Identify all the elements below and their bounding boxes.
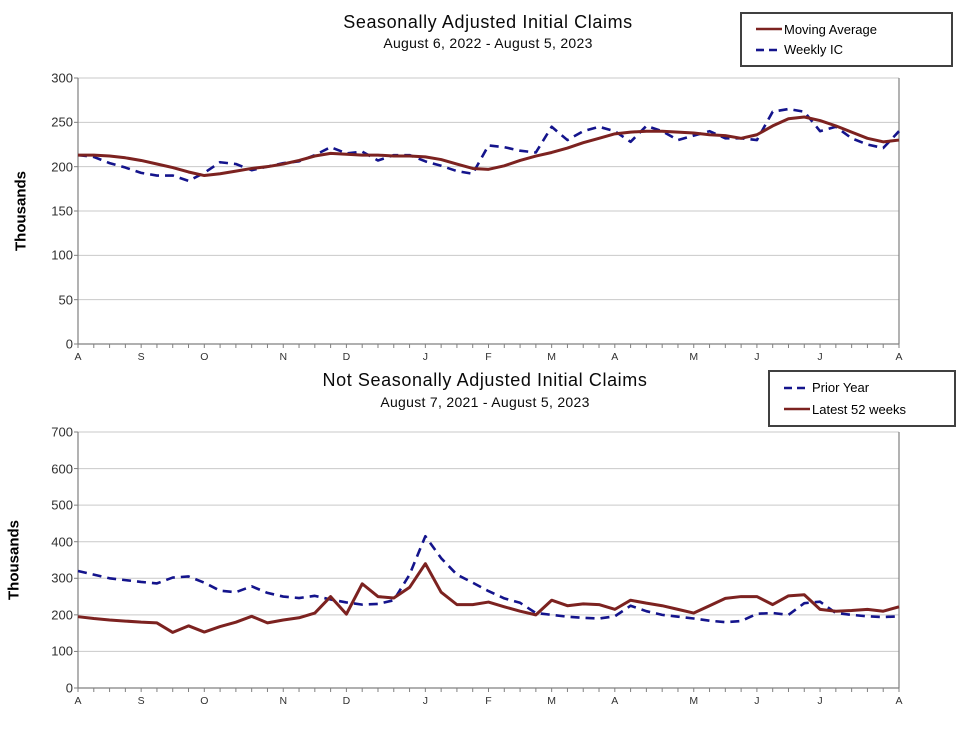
x-tick-label-month: A bbox=[74, 695, 82, 707]
y-tick-label: 200 bbox=[51, 607, 73, 623]
y-tick-label: 150 bbox=[51, 203, 73, 219]
legend-line-swatch bbox=[784, 407, 810, 411]
x-tick-label-month: F bbox=[485, 351, 492, 363]
legend-line-swatch bbox=[784, 386, 810, 390]
nsa-chart-title: Not Seasonally Adjusted Initial Claims bbox=[322, 370, 648, 390]
y-tick-label: 500 bbox=[51, 497, 73, 513]
x-tick-label-month: J bbox=[422, 695, 428, 707]
x-tick-label-month: M bbox=[689, 695, 699, 707]
x-tick-label-month: M bbox=[547, 351, 557, 363]
x-tick-label-month: A bbox=[611, 695, 619, 707]
x-tick-label-month: J bbox=[817, 695, 823, 707]
series-line-prior-year bbox=[77, 534, 900, 624]
x-tick-label-month: J bbox=[754, 351, 760, 363]
y-tick-label: 250 bbox=[51, 114, 73, 130]
y-tick-label: 100 bbox=[51, 247, 73, 263]
y-tick-label: 700 bbox=[51, 424, 73, 440]
x-tick-label-month: A bbox=[895, 351, 903, 363]
x-tick-label-month: O bbox=[200, 695, 209, 707]
sa-legend: Moving Average Weekly IC bbox=[740, 12, 953, 67]
x-tick-label-month: S bbox=[137, 351, 145, 363]
legend-item: Prior Year bbox=[782, 380, 950, 395]
y-tick-label: 0 bbox=[65, 336, 73, 352]
x-tick-label-month: N bbox=[279, 695, 288, 707]
x-tick-label-month: A bbox=[611, 351, 619, 363]
y-tick-label: 100 bbox=[51, 643, 73, 659]
x-tick-label-month: J bbox=[754, 695, 760, 707]
series-line-moving-average bbox=[78, 115, 900, 178]
nsa-y-axis-title: Thousands bbox=[5, 519, 23, 601]
y-tick-label: 600 bbox=[51, 461, 73, 477]
legend-label: Moving Average bbox=[784, 21, 877, 37]
y-tick-label: 300 bbox=[51, 570, 73, 586]
legend-item: Latest 52 weeks bbox=[782, 402, 950, 417]
legend-item: Moving Average bbox=[754, 22, 947, 37]
x-tick-label-month: F bbox=[485, 695, 492, 707]
x-tick-label-month: S bbox=[137, 695, 145, 707]
x-tick-label-month: M bbox=[689, 351, 699, 363]
y-tick-label: 300 bbox=[51, 70, 73, 86]
y-tick-label: 50 bbox=[58, 292, 73, 308]
series-line-latest-52-weeks bbox=[77, 562, 900, 634]
sa-chart-subtitle: August 6, 2022 - August 5, 2023 bbox=[383, 35, 593, 51]
x-tick-label-month: O bbox=[200, 351, 209, 363]
legend-label: Weekly IC bbox=[784, 42, 843, 58]
legend-item: Weekly IC bbox=[754, 42, 947, 57]
x-tick-label-month: J bbox=[817, 351, 823, 363]
x-tick-label-month: D bbox=[342, 351, 351, 363]
sa-chart-title: Seasonally Adjusted Initial Claims bbox=[343, 12, 633, 32]
y-tick-label: 0 bbox=[65, 680, 73, 696]
legend-label: Latest 52 weeks bbox=[812, 401, 906, 417]
x-tick-label-month: M bbox=[547, 695, 557, 707]
y-tick-label: 200 bbox=[51, 159, 73, 175]
x-tick-label-month: A bbox=[74, 351, 82, 363]
legend-label: Prior Year bbox=[812, 380, 870, 396]
nsa-chart-subtitle: August 7, 2021 - August 5, 2023 bbox=[380, 394, 590, 410]
legend-line-swatch bbox=[756, 48, 782, 52]
x-tick-label-month: N bbox=[279, 351, 288, 363]
y-tick-label: 400 bbox=[51, 534, 73, 550]
x-tick-label-month: A bbox=[895, 695, 903, 707]
x-tick-label-month: D bbox=[342, 695, 351, 707]
x-tick-label-month: J bbox=[422, 351, 428, 363]
nsa-legend: Prior Year Latest 52 weeks bbox=[768, 370, 956, 427]
legend-line-swatch bbox=[756, 27, 782, 31]
